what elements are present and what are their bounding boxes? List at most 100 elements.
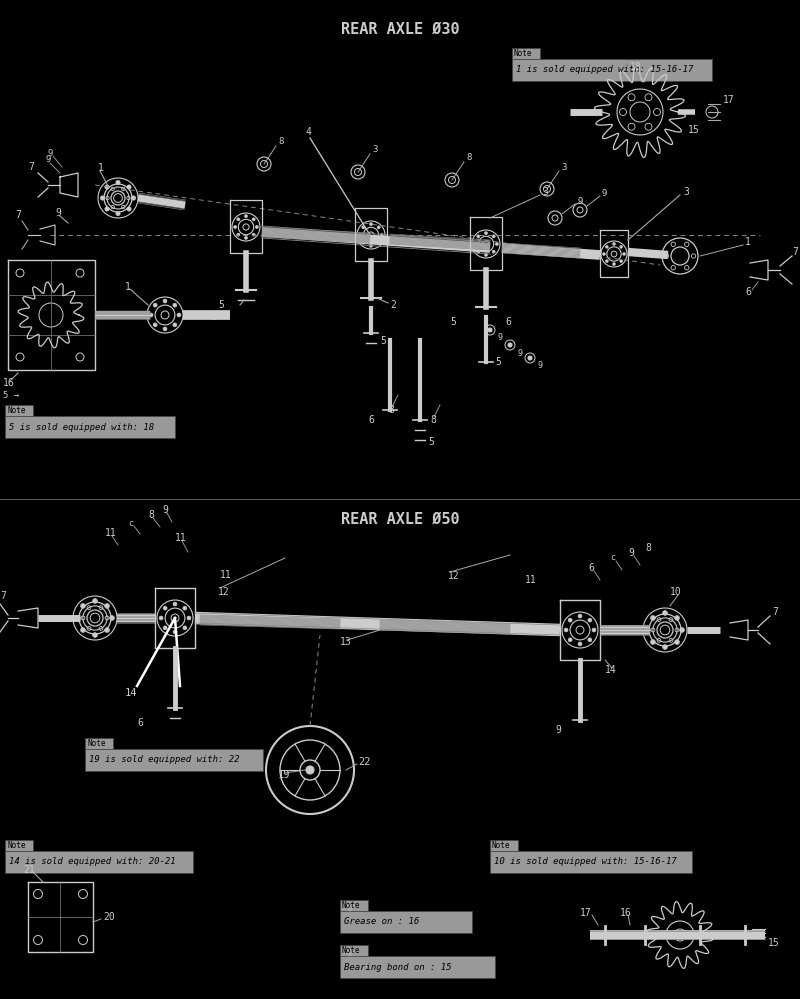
- Text: 1 is sold equipped with: 15-16-17: 1 is sold equipped with: 15-16-17: [516, 66, 694, 75]
- Text: 6: 6: [745, 287, 751, 297]
- Text: 5: 5: [218, 300, 224, 310]
- Text: 10: 10: [670, 587, 682, 597]
- Circle shape: [183, 606, 187, 610]
- Text: 10 is sold equipped with: 15-16-17: 10 is sold equipped with: 15-16-17: [494, 857, 677, 866]
- Text: 3: 3: [542, 187, 548, 197]
- Text: 3: 3: [372, 146, 378, 155]
- Circle shape: [234, 226, 237, 229]
- Text: 16: 16: [620, 908, 632, 918]
- Text: 9: 9: [602, 189, 607, 198]
- Text: REAR AXLE Ø30: REAR AXLE Ø30: [341, 22, 459, 37]
- Circle shape: [592, 628, 596, 632]
- Text: 3: 3: [683, 187, 689, 197]
- Text: 5: 5: [450, 317, 456, 327]
- Text: 8: 8: [466, 154, 471, 163]
- Circle shape: [380, 234, 383, 237]
- Text: 9: 9: [518, 349, 523, 358]
- Circle shape: [237, 218, 240, 221]
- Circle shape: [116, 180, 120, 185]
- Circle shape: [477, 235, 480, 238]
- Text: 15: 15: [688, 125, 700, 135]
- Text: 18: 18: [630, 62, 642, 72]
- Circle shape: [477, 250, 480, 253]
- Text: 12: 12: [218, 587, 230, 597]
- Circle shape: [173, 323, 177, 327]
- Circle shape: [252, 218, 255, 221]
- Circle shape: [306, 766, 314, 774]
- Circle shape: [485, 254, 487, 257]
- Circle shape: [674, 615, 679, 620]
- Text: 7: 7: [792, 247, 798, 257]
- Circle shape: [508, 343, 512, 347]
- Circle shape: [646, 627, 650, 632]
- Circle shape: [662, 644, 667, 649]
- Circle shape: [588, 618, 592, 622]
- Circle shape: [93, 598, 98, 603]
- Circle shape: [105, 627, 110, 632]
- Circle shape: [75, 615, 80, 620]
- Circle shape: [362, 226, 365, 229]
- FancyBboxPatch shape: [5, 405, 33, 416]
- Text: 20: 20: [103, 912, 114, 922]
- Text: 9: 9: [162, 505, 168, 515]
- Text: 7: 7: [15, 210, 21, 220]
- FancyBboxPatch shape: [85, 749, 263, 771]
- Text: 11: 11: [525, 575, 537, 585]
- Circle shape: [578, 642, 582, 646]
- Text: 9: 9: [577, 197, 582, 206]
- Text: 11: 11: [220, 570, 232, 580]
- Circle shape: [177, 313, 181, 317]
- Text: 21: 21: [23, 865, 34, 875]
- Text: 5 →: 5 →: [3, 391, 19, 400]
- Circle shape: [370, 245, 373, 248]
- Text: 6: 6: [137, 718, 143, 728]
- Circle shape: [149, 313, 153, 317]
- FancyBboxPatch shape: [340, 956, 495, 978]
- Circle shape: [488, 328, 492, 332]
- Circle shape: [492, 250, 495, 253]
- Text: Grease on : 16: Grease on : 16: [344, 917, 419, 926]
- Text: 5 is sold equipped with: 18: 5 is sold equipped with: 18: [9, 423, 154, 432]
- Circle shape: [245, 237, 247, 240]
- Circle shape: [568, 618, 572, 622]
- Text: 19 is sold equipped with: 22: 19 is sold equipped with: 22: [89, 755, 239, 764]
- Circle shape: [81, 603, 86, 608]
- Text: Note: Note: [7, 841, 26, 850]
- Circle shape: [245, 215, 247, 218]
- Circle shape: [131, 196, 136, 200]
- Circle shape: [159, 616, 163, 620]
- Circle shape: [578, 614, 582, 618]
- Text: 14: 14: [605, 665, 617, 675]
- Circle shape: [237, 233, 240, 236]
- Text: Note: Note: [7, 406, 26, 415]
- Text: 9: 9: [555, 725, 561, 735]
- Circle shape: [620, 246, 622, 249]
- Circle shape: [568, 638, 572, 641]
- FancyBboxPatch shape: [5, 416, 175, 438]
- Circle shape: [528, 356, 532, 360]
- Circle shape: [187, 616, 191, 620]
- Circle shape: [126, 185, 131, 189]
- FancyBboxPatch shape: [340, 911, 472, 933]
- Circle shape: [110, 615, 114, 620]
- Text: 5: 5: [428, 437, 434, 447]
- Circle shape: [126, 207, 131, 211]
- Text: c: c: [128, 518, 133, 527]
- Text: 14 is sold equipped with: 20-21: 14 is sold equipped with: 20-21: [9, 857, 176, 866]
- Text: 15: 15: [768, 938, 780, 948]
- Text: 2: 2: [390, 300, 396, 310]
- Circle shape: [358, 234, 362, 237]
- Text: 3: 3: [561, 163, 566, 172]
- Circle shape: [153, 323, 157, 327]
- Circle shape: [105, 185, 110, 189]
- Circle shape: [606, 260, 608, 263]
- Text: 8: 8: [388, 405, 394, 415]
- Text: 13: 13: [340, 637, 352, 647]
- Text: 8: 8: [278, 138, 283, 147]
- Text: 4: 4: [305, 127, 311, 137]
- Text: 8: 8: [645, 543, 651, 553]
- Text: 5: 5: [380, 336, 386, 346]
- FancyBboxPatch shape: [490, 840, 518, 851]
- Circle shape: [116, 212, 120, 216]
- Text: 6: 6: [368, 415, 374, 425]
